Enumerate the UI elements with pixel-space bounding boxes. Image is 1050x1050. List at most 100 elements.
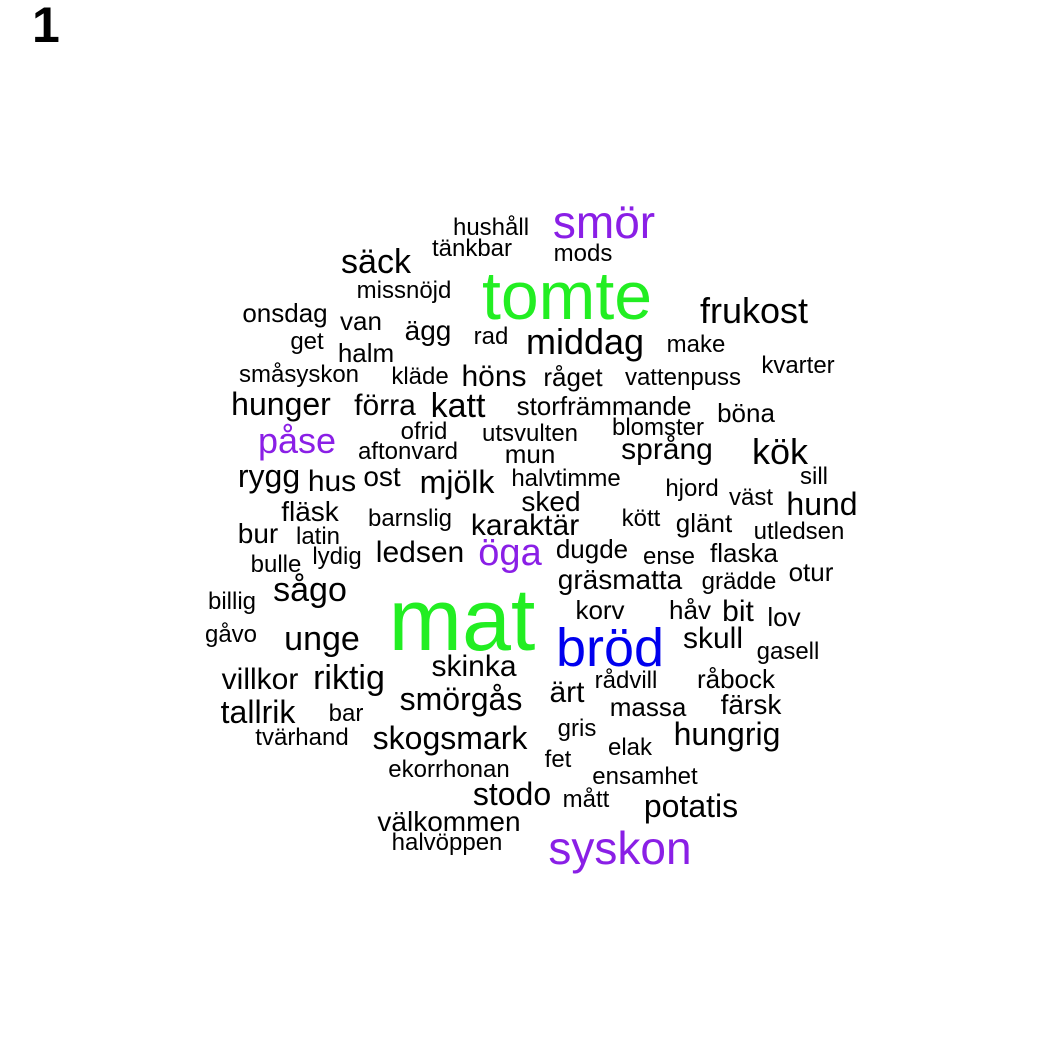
cloud-word: flaska bbox=[710, 538, 778, 568]
cloud-word: bar bbox=[328, 700, 364, 727]
cloud-word: småsyskon bbox=[238, 361, 360, 388]
cloud-word: storfrämmande bbox=[516, 391, 692, 421]
cloud-word: rådvill bbox=[594, 667, 658, 694]
cloud-word: unge bbox=[284, 620, 360, 658]
cloud-word: rad bbox=[473, 323, 509, 350]
cloud-word: färsk bbox=[720, 689, 782, 720]
cloud-word: gasell bbox=[756, 638, 820, 665]
cloud-word: halvtimme bbox=[511, 465, 621, 492]
cloud-word: öga bbox=[478, 532, 542, 574]
cloud-word: gåvo bbox=[204, 621, 258, 648]
cloud-word: mått bbox=[562, 786, 610, 813]
cloud-word: ense bbox=[642, 543, 696, 570]
cloud-word: skogsmark bbox=[372, 720, 528, 756]
cloud-word: halm bbox=[337, 338, 395, 368]
cloud-word: riktig bbox=[313, 659, 385, 697]
cloud-word: säck bbox=[341, 243, 411, 281]
cloud-word: bröd bbox=[555, 618, 665, 678]
cloud-word: karaktär bbox=[470, 509, 580, 542]
cloud-word: råget bbox=[543, 362, 603, 392]
cloud-word: väst bbox=[728, 484, 774, 511]
cloud-word: villkor bbox=[221, 663, 299, 696]
cloud-word: mjölk bbox=[419, 464, 495, 500]
cloud-word: tänkbar bbox=[431, 235, 513, 262]
cloud-word: tallrik bbox=[220, 694, 296, 730]
cloud-word: tomte bbox=[481, 258, 653, 334]
cloud-word: glänt bbox=[675, 508, 733, 538]
cloud-word: ärt bbox=[549, 676, 585, 709]
cloud-word: stodo bbox=[472, 776, 552, 812]
cloud-word: fläsk bbox=[281, 496, 339, 527]
cloud-word: håv bbox=[669, 595, 711, 625]
cloud-word: ost bbox=[363, 461, 401, 492]
cloud-word: råbock bbox=[696, 664, 776, 694]
cloud-word: otur bbox=[788, 557, 834, 587]
cloud-word: språng bbox=[621, 433, 713, 466]
cloud-word: välkommen bbox=[377, 806, 521, 837]
cloud-word: get bbox=[290, 328, 324, 355]
cloud-word: kläde bbox=[391, 363, 449, 390]
cloud-word: van bbox=[340, 306, 382, 336]
cloud-word: make bbox=[666, 331, 726, 358]
cloud-word: sill bbox=[800, 463, 828, 490]
cloud-word: ägg bbox=[404, 315, 452, 346]
cloud-word: vattenpuss bbox=[624, 364, 742, 391]
cloud-word: syskon bbox=[548, 822, 692, 874]
cloud-word: ledsen bbox=[375, 536, 465, 569]
cloud-word: kök bbox=[751, 431, 809, 472]
cloud-word: smör bbox=[552, 196, 656, 248]
cloud-word: mods bbox=[553, 240, 613, 267]
cloud-word: lydig bbox=[312, 543, 362, 570]
cloud-word: bur bbox=[237, 518, 279, 549]
cloud-word: höns bbox=[461, 360, 527, 393]
cloud-word: tvärhand bbox=[255, 724, 349, 751]
cloud-word: mun bbox=[504, 439, 556, 469]
cloud-word: smörgås bbox=[399, 681, 523, 717]
cloud-word: frukost bbox=[699, 290, 809, 331]
cloud-word: halvöppen bbox=[391, 829, 503, 856]
cloud-word: bulle bbox=[250, 551, 302, 578]
cloud-word: billig bbox=[207, 588, 257, 615]
cloud-word: latin bbox=[295, 523, 341, 550]
cloud-word: ekorrhonan bbox=[388, 756, 510, 783]
cloud-word: blomster bbox=[611, 414, 705, 441]
cloud-word: gris bbox=[557, 715, 597, 742]
cloud-word: ofrid bbox=[400, 418, 448, 445]
cloud-word: katt bbox=[430, 387, 486, 425]
cloud-word: fet bbox=[544, 746, 572, 773]
cloud-word: bit bbox=[722, 595, 754, 628]
cloud-word: lov bbox=[767, 602, 801, 632]
cloud-word: grädde bbox=[701, 568, 777, 595]
cloud-word: böna bbox=[717, 398, 775, 428]
cloud-word: kött bbox=[621, 505, 661, 532]
cloud-word: massa bbox=[609, 692, 687, 722]
cloud-word: middag bbox=[525, 321, 645, 362]
cloud-word: hushåll bbox=[452, 214, 530, 241]
cloud-word: onsdag bbox=[242, 298, 328, 328]
cloud-word: skinka bbox=[431, 650, 517, 683]
cloud-word: ensamhet bbox=[592, 763, 698, 790]
cloud-word: utledsen bbox=[753, 518, 845, 545]
cloud-word: hungrig bbox=[673, 716, 781, 752]
cloud-word: missnöjd bbox=[356, 277, 452, 304]
cloud-word: sked bbox=[521, 486, 581, 517]
cloud-word: påse bbox=[257, 420, 337, 461]
cloud-word: kvarter bbox=[761, 352, 835, 379]
cloud-word: elak bbox=[607, 734, 653, 761]
cloud-word: skull bbox=[682, 622, 744, 655]
panel-label: 1 bbox=[32, 0, 60, 53]
cloud-word: hjord bbox=[665, 475, 719, 502]
cloud-word: hus bbox=[307, 465, 357, 498]
cloud-word: mat bbox=[388, 570, 536, 669]
cloud-word: utsvulten bbox=[481, 420, 579, 447]
cloud-word: hund bbox=[786, 486, 858, 522]
cloud-word: aftonvard bbox=[357, 438, 459, 465]
cloud-word: gräsmatta bbox=[557, 564, 683, 595]
cloud-word: hunger bbox=[231, 386, 331, 422]
cloud-word: korv bbox=[575, 595, 625, 625]
cloud-word: barnslig bbox=[367, 505, 453, 532]
cloud-word: förra bbox=[354, 389, 416, 422]
cloud-word: dugde bbox=[555, 534, 629, 564]
cloud-word: sågo bbox=[273, 571, 347, 609]
